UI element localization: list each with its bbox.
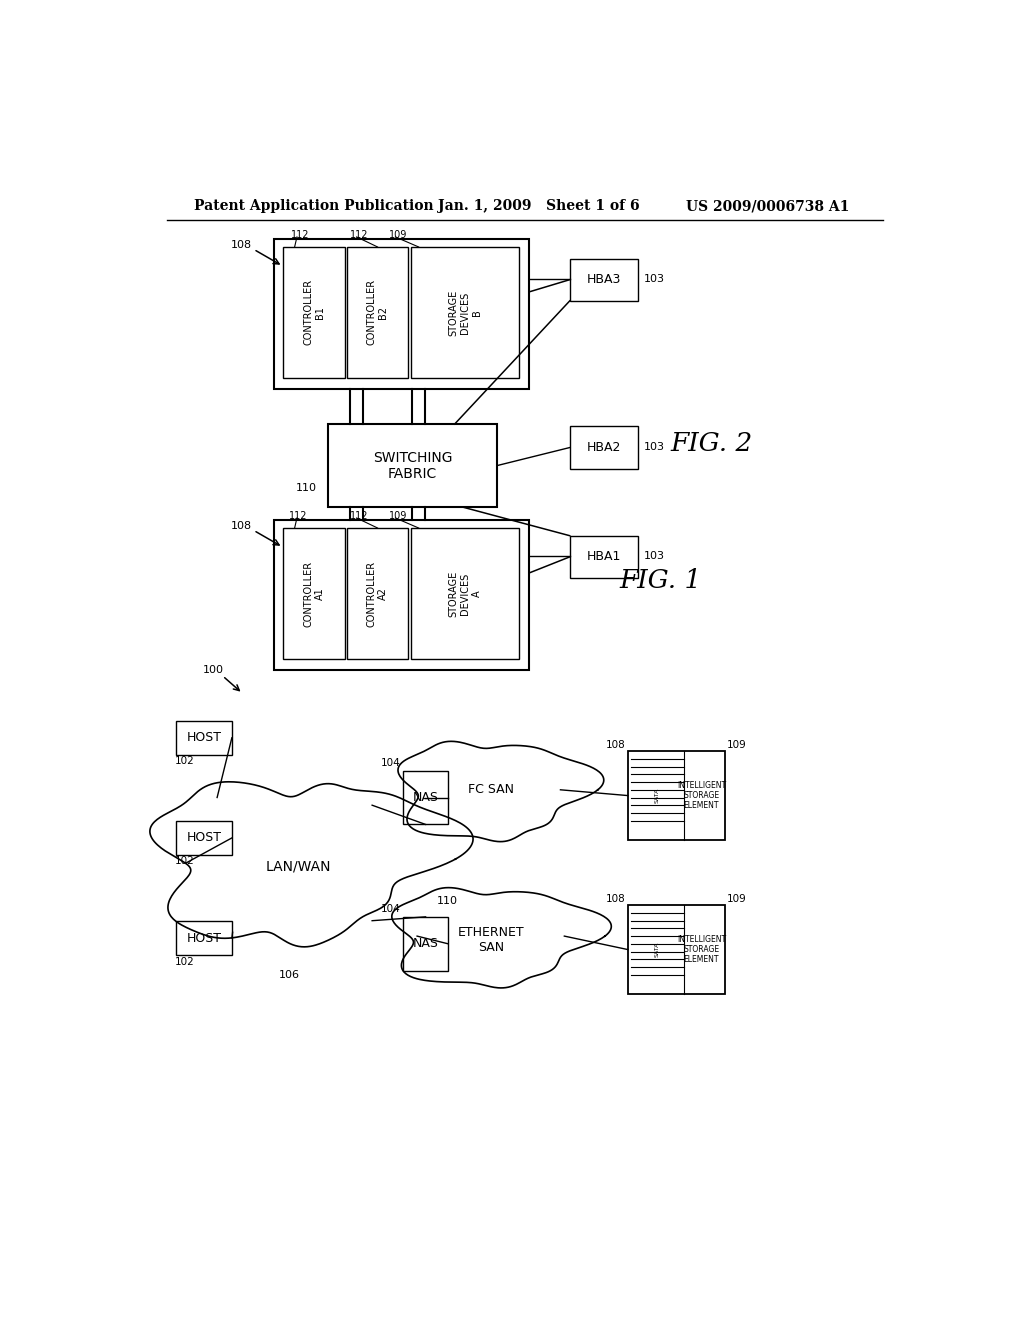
Text: SATA: SATA — [654, 788, 659, 804]
Text: 112: 112 — [291, 231, 309, 240]
Text: 110: 110 — [296, 483, 317, 492]
Text: 109: 109 — [727, 741, 746, 750]
Text: 112: 112 — [289, 511, 307, 520]
Bar — [628, 751, 725, 840]
Text: ETHERNET
SAN: ETHERNET SAN — [458, 925, 524, 954]
Text: 102: 102 — [174, 756, 195, 767]
Bar — [569, 536, 638, 578]
Bar — [569, 426, 638, 469]
Text: HBA3: HBA3 — [587, 273, 621, 286]
Text: 109: 109 — [389, 231, 408, 240]
Text: SWITCHING
FABRIC: SWITCHING FABRIC — [373, 450, 453, 480]
Text: Patent Application Publication: Patent Application Publication — [194, 199, 433, 213]
Text: 112: 112 — [350, 511, 369, 520]
Bar — [283, 247, 345, 378]
Text: INTELLIGENT
STORAGE
ELEMENT: INTELLIGENT STORAGE ELEMENT — [677, 780, 726, 810]
Text: 108: 108 — [606, 741, 626, 750]
Bar — [403, 771, 449, 825]
Text: HBA1: HBA1 — [587, 550, 621, 564]
Text: SATA: SATA — [654, 942, 659, 957]
Text: NAS: NAS — [413, 791, 438, 804]
Text: INTELLIGENT
STORAGE
ELEMENT: INTELLIGENT STORAGE ELEMENT — [677, 935, 726, 965]
Bar — [411, 247, 519, 378]
Text: 109: 109 — [389, 511, 408, 520]
Text: Jan. 1, 2009   Sheet 1 of 6: Jan. 1, 2009 Sheet 1 of 6 — [438, 199, 640, 213]
Bar — [176, 921, 231, 956]
Text: FC SAN: FC SAN — [468, 783, 514, 796]
Text: 108: 108 — [231, 240, 252, 251]
Bar — [569, 259, 638, 301]
Text: CONTROLLER
A2: CONTROLLER A2 — [367, 561, 388, 627]
Bar — [347, 247, 408, 378]
Text: NAS: NAS — [413, 937, 438, 950]
Bar — [328, 424, 497, 507]
Text: CONTROLLER
B2: CONTROLLER B2 — [367, 280, 388, 346]
Text: 100: 100 — [203, 665, 224, 676]
Text: 102: 102 — [174, 857, 195, 866]
Text: 103: 103 — [643, 275, 665, 284]
Text: 103: 103 — [643, 552, 665, 561]
Text: HOST: HOST — [186, 932, 221, 945]
Text: 104: 104 — [381, 758, 400, 768]
Bar — [411, 528, 519, 659]
Text: 108: 108 — [606, 894, 626, 904]
Bar — [176, 821, 231, 855]
Text: 104: 104 — [381, 904, 400, 915]
Text: 103: 103 — [643, 442, 665, 453]
Text: STORAGE
DEVICES
B: STORAGE DEVICES B — [449, 289, 481, 335]
Bar — [403, 917, 449, 970]
Text: 109: 109 — [727, 894, 746, 904]
Text: CONTROLLER
B1: CONTROLLER B1 — [303, 280, 325, 346]
Bar — [628, 906, 725, 994]
Text: STORAGE
DEVICES
A: STORAGE DEVICES A — [449, 570, 481, 616]
Bar — [273, 239, 529, 389]
Text: HOST: HOST — [186, 731, 221, 744]
Text: US 2009/0006738 A1: US 2009/0006738 A1 — [686, 199, 849, 213]
Text: HOST: HOST — [186, 832, 221, 845]
Text: 102: 102 — [174, 957, 195, 966]
Text: LAN/WAN: LAN/WAN — [266, 859, 331, 874]
Bar — [176, 721, 231, 755]
Text: HBA2: HBA2 — [587, 441, 621, 454]
Text: FIG. 2: FIG. 2 — [671, 430, 753, 455]
Text: 106: 106 — [280, 970, 300, 979]
Text: CONTROLLER
A1: CONTROLLER A1 — [303, 561, 325, 627]
Bar — [283, 528, 345, 659]
Text: FIG. 1: FIG. 1 — [620, 568, 701, 593]
Text: 108: 108 — [231, 521, 252, 532]
Bar — [273, 520, 529, 671]
Text: 110: 110 — [436, 896, 458, 907]
Text: 112: 112 — [350, 231, 369, 240]
Bar — [347, 528, 408, 659]
